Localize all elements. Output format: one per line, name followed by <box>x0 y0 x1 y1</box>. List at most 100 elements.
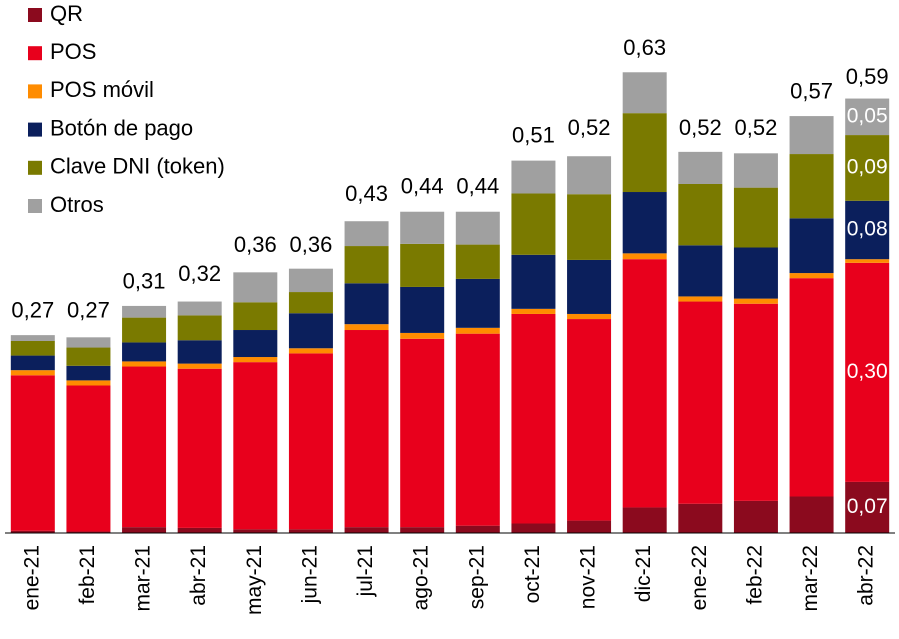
x-tick-label: nov-21 <box>577 545 600 609</box>
bar-segment <box>122 317 167 343</box>
bar-segment <box>400 243 445 287</box>
x-tick-label: mar-21 <box>132 545 155 612</box>
bar-segment <box>678 151 723 184</box>
bar-segment <box>789 496 834 533</box>
bar-segment <box>845 481 890 533</box>
bar-segment <box>233 272 278 303</box>
total-label: 0,44 <box>456 174 499 199</box>
bar-segment <box>122 361 167 367</box>
bar-segment <box>511 308 556 314</box>
bar-segment <box>678 183 723 246</box>
bar-segment <box>177 340 222 364</box>
bar-segment <box>789 218 834 274</box>
total-label: 0,52 <box>679 115 722 140</box>
bar-segment <box>567 520 612 533</box>
bar-segment <box>344 324 389 331</box>
bar-segment <box>177 363 222 369</box>
x-tick-label: abr-21 <box>187 545 210 606</box>
bar-segment <box>567 313 612 320</box>
bar-segment <box>733 500 778 533</box>
bar-segment <box>10 370 55 376</box>
bar-segment <box>288 313 333 349</box>
bar-segment <box>789 278 834 497</box>
legend-label: Otros <box>50 192 104 217</box>
bar-segment <box>66 380 111 386</box>
bar-segment <box>733 187 778 248</box>
legend-swatch <box>28 160 42 175</box>
bar-segment <box>622 259 667 508</box>
bar-segment <box>511 193 556 255</box>
total-label: 0,36 <box>290 232 333 257</box>
legend-swatch <box>28 122 42 137</box>
bar-segment <box>66 531 111 533</box>
bar-segment <box>177 301 222 316</box>
bar-segment <box>288 353 333 530</box>
bar-segment <box>233 357 278 363</box>
bar-segment <box>567 194 612 260</box>
bar-segment <box>344 221 389 247</box>
total-label: 0,52 <box>735 115 778 140</box>
x-tick-label: sep-21 <box>465 545 488 609</box>
bar-segment <box>233 330 278 358</box>
total-label: 0,59 <box>846 64 889 89</box>
bar-segment <box>122 305 167 318</box>
legend-label: Botón de pago <box>50 115 193 140</box>
legend-label: Clave DNI (token) <box>50 154 225 179</box>
bar-segment <box>511 160 556 194</box>
x-tick-label: mar-22 <box>799 545 822 612</box>
x-tick-label: may-21 <box>243 545 266 615</box>
total-label: 0,32 <box>178 261 221 286</box>
x-tick-label: dic-21 <box>632 545 655 602</box>
total-label: 0,52 <box>568 115 611 140</box>
bar-segment <box>455 211 500 245</box>
x-tick-label: oct-21 <box>521 545 544 603</box>
total-label: 0,44 <box>401 174 444 199</box>
total-label: 0,57 <box>790 79 833 104</box>
bar-segment <box>845 98 890 136</box>
segment-label: 0,05 <box>847 104 888 127</box>
x-tick-label: abr-22 <box>855 545 878 606</box>
bar-segment <box>400 286 445 333</box>
legend-label: POS <box>50 39 96 64</box>
bar-segment <box>400 211 445 244</box>
bar-segment <box>622 253 667 260</box>
bar-segment <box>455 278 500 328</box>
bar-segment <box>622 192 667 254</box>
bar-segment <box>845 259 890 263</box>
bar-segment <box>233 529 278 533</box>
bar-segment <box>400 332 445 339</box>
bar-segment <box>789 273 834 279</box>
bar-segment <box>845 200 890 260</box>
legend-swatch <box>28 46 42 61</box>
bar-segment <box>733 153 778 188</box>
bar-segment <box>622 507 667 533</box>
segment-label: 0,07 <box>847 495 888 518</box>
bar-segment <box>678 301 723 504</box>
bar-segment <box>177 368 222 528</box>
bar-segment <box>678 245 723 297</box>
total-label: 0,36 <box>234 232 277 257</box>
bar-segment <box>567 319 612 521</box>
x-tick-label: feb-21 <box>76 545 99 605</box>
bar-segment <box>344 246 389 284</box>
bar-segment <box>400 527 445 533</box>
x-tick-label: feb-22 <box>743 545 766 605</box>
bar-segment <box>66 337 111 348</box>
bar-segment <box>10 375 55 531</box>
bar-segment <box>66 347 111 366</box>
bar-segment <box>344 527 389 533</box>
bar-segment <box>678 296 723 302</box>
bar-segment <box>288 348 333 354</box>
bar-segment <box>122 342 167 362</box>
bar-segment <box>511 254 556 309</box>
total-label: 0,31 <box>123 268 166 293</box>
bar-segment <box>733 298 778 304</box>
bar-segment <box>10 355 55 371</box>
bar-segment <box>622 72 667 114</box>
segment-label: 0,08 <box>847 218 888 241</box>
bar-segment <box>122 366 167 528</box>
bar-segment <box>233 362 278 530</box>
segment-label: 0,09 <box>847 155 888 178</box>
bar-segment <box>122 527 167 533</box>
